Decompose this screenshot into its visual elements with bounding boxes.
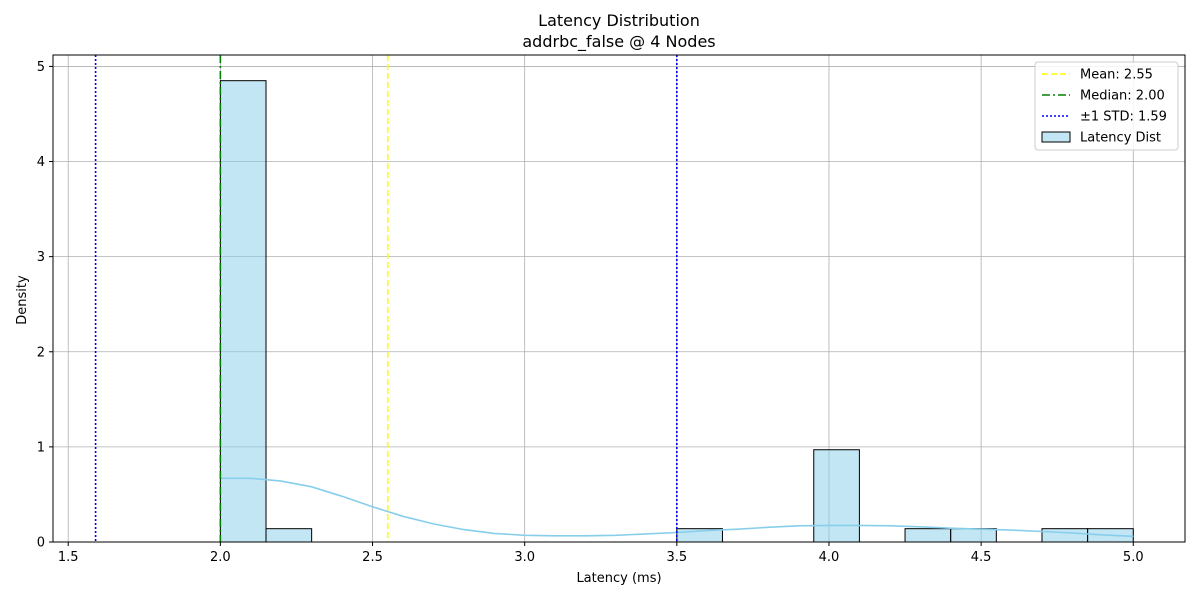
legend-label: Median: 2.00 (1080, 89, 1165, 104)
y-tick-label: 5 (37, 60, 45, 75)
legend-label: Mean: 2.55 (1080, 68, 1153, 83)
y-axis-ticks: 0 1 2 3 4 5 (37, 60, 53, 551)
x-tick-label: 1.5 (58, 550, 79, 565)
reference-lines (94, 55, 678, 542)
x-tick-label: 4.0 (819, 550, 840, 565)
histogram-bar (904, 528, 952, 543)
histogram-bar (265, 528, 313, 543)
y-tick-label: 4 (37, 155, 45, 170)
x-axis-label: Latency (ms) (576, 571, 661, 586)
histogram-bar (950, 528, 997, 543)
y-tick-label: 1 (37, 440, 45, 455)
y-axis-label: Density (15, 275, 30, 325)
legend-label: ±1 STD: 1.59 (1080, 110, 1167, 125)
legend-box (1034, 61, 1179, 151)
legend-label: Latency Dist (1080, 131, 1161, 146)
x-tick-label: 3.0 (514, 550, 535, 565)
y-tick-label: 3 (37, 250, 45, 265)
plot-frame (52, 54, 1186, 543)
x-tick-label: 2.5 (362, 550, 383, 565)
legend-swatch (1041, 131, 1071, 143)
histogram-bar (1041, 528, 1089, 543)
x-tick-label: 2.0 (210, 550, 231, 565)
legend: Mean: 2.55 Median: 2.00 ±1 STD: 1.59 Latenc… (1034, 61, 1179, 151)
x-axis-ticks: 1.5 2.0 2.5 3.0 3.5 4.0 4.5 5.0 (58, 542, 1144, 565)
x-tick-label: 5.0 (1123, 550, 1144, 565)
y-tick-label: 0 (37, 536, 45, 551)
chart-subtitle: addrbc_false @ 4 Nodes (522, 32, 715, 52)
y-tick-label: 2 (37, 345, 45, 360)
x-tick-label: 3.5 (666, 550, 687, 565)
histogram-bar (219, 80, 267, 543)
histogram-bar (813, 449, 860, 543)
chart-title: Latency Distribution (538, 11, 700, 30)
x-tick-label: 4.5 (971, 550, 992, 565)
